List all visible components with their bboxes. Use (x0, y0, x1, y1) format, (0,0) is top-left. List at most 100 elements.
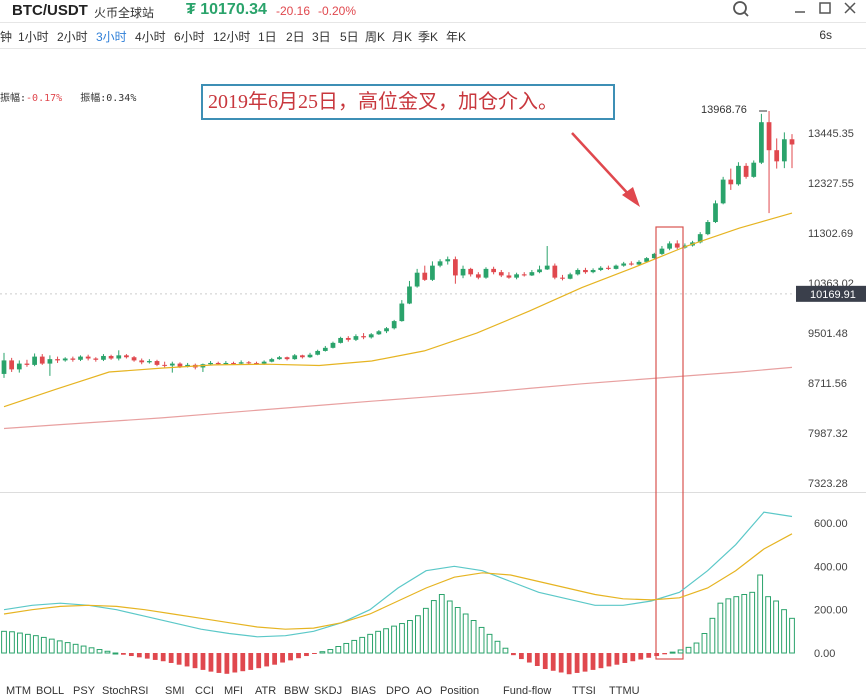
pair-title: BTC/USDT (12, 2, 88, 19)
candle-body-9 (70, 358, 76, 360)
indicator-tab-position[interactable]: Position (440, 685, 480, 697)
macd-bar-90 (717, 602, 724, 654)
highlight-box (655, 226, 684, 660)
candle-body-44 (338, 337, 343, 343)
macd-bar-91 (725, 598, 732, 654)
candle-body-72 (552, 265, 558, 278)
macd-bar-5 (40, 636, 47, 654)
period-tab-12[interactable]: 月K (392, 30, 413, 44)
indicator-tab-ao[interactable]: AO (416, 685, 432, 697)
candle-body-41 (315, 350, 321, 355)
period-tab-3[interactable]: 3小时 (96, 30, 127, 44)
close-icon[interactable] (840, 0, 860, 18)
change-label: 振幅: (0, 93, 27, 104)
period-tab-6[interactable]: 12小时 (213, 30, 251, 44)
indicator-tab-psy[interactable]: PSY (73, 685, 96, 697)
candle-body-67 (514, 274, 519, 278)
candle-body-92 (705, 222, 711, 235)
period-tab-14[interactable]: 年K (446, 30, 467, 44)
ma-long-line (3, 366, 793, 430)
period-tab-0[interactable]: 钟 (0, 30, 13, 44)
indicator-tab-boll[interactable]: BOLL (36, 685, 65, 697)
macd-bar-84 (669, 651, 676, 654)
macd-bar-49 (391, 625, 397, 654)
macd-bar-75 (598, 653, 604, 669)
macd-bar-78 (622, 653, 628, 663)
candle-body-103 (789, 139, 795, 145)
period-tab-4[interactable]: 4小时 (135, 30, 166, 44)
y-axis-tick-5: 8711.56 (808, 378, 847, 390)
macd-bar-98 (781, 609, 787, 654)
indicator-tab-skdj[interactable]: SKDJ (314, 685, 343, 697)
indicator-tab-bias[interactable]: BIAS (351, 685, 377, 697)
macd-bar-18 (144, 653, 150, 659)
candle-body-28 (215, 362, 221, 365)
period-tab-9[interactable]: 3日 (312, 30, 331, 44)
candle-body-102 (781, 139, 787, 162)
minimize-icon[interactable] (790, 0, 810, 18)
candle-body-10 (78, 356, 83, 360)
candle-body-18 (139, 360, 145, 363)
period-tab-1[interactable]: 1小时 (18, 30, 49, 44)
macd-bar-29 (232, 653, 238, 673)
indicator-tab-mtm[interactable]: MTM (6, 685, 32, 697)
macd-bar-38 (304, 653, 309, 657)
macd-bar-72 (574, 653, 580, 673)
macd-bar-9 (72, 643, 79, 654)
candle-body-58 (445, 259, 451, 262)
macd-bar-13 (104, 650, 111, 654)
refresh-interval[interactable]: 6s (819, 28, 832, 42)
indicator-tab-cci[interactable]: CCI (195, 685, 214, 697)
candle-body-65 (498, 272, 504, 276)
macd-bar-12 (96, 649, 103, 654)
candle-body-98 (751, 162, 757, 177)
candle-body-19 (146, 361, 152, 363)
candle-body-96 (736, 165, 741, 185)
candle-body-94 (720, 179, 726, 204)
candle-body-75 (575, 269, 581, 275)
indicator-tab-bbw[interactable]: BBW (284, 685, 310, 697)
indicator-tab-ttmu[interactable]: TTMU (609, 685, 640, 697)
period-tab-10[interactable]: 5日 (340, 30, 359, 44)
indicator-tab-stochrsi[interactable]: StochRSI (102, 685, 149, 697)
indicator-tab-smi[interactable]: SMI (165, 685, 185, 697)
candle-body-66 (506, 275, 512, 278)
macd-bar-83 (662, 653, 668, 655)
macd-bar-26 (208, 653, 214, 672)
maximize-icon[interactable] (815, 0, 835, 18)
period-tab-2[interactable]: 2小时 (57, 30, 88, 44)
candle-body-79 (606, 267, 611, 269)
candle-body-17 (131, 357, 137, 361)
period-tab-7[interactable]: 1日 (258, 30, 277, 44)
period-tab-11[interactable]: 周K (365, 30, 386, 44)
candle-body-43 (330, 342, 336, 348)
indicator-tab-dpo[interactable]: DPO (386, 685, 410, 697)
macd-axis-tick-2: 200.00 (814, 605, 848, 617)
period-tab-5[interactable]: 6小时 (174, 30, 205, 44)
macd-bar-33 (264, 653, 270, 667)
candle-body-5 (39, 356, 45, 364)
indicator-tab-mfi[interactable]: MFI (224, 685, 243, 697)
candle-body-48 (368, 334, 374, 338)
search-icon[interactable] (731, 0, 751, 18)
candle-body-30 (231, 362, 236, 364)
current-price-badge (796, 285, 866, 302)
indicator-tab-fund-flow[interactable]: Fund-flow (503, 685, 552, 697)
macd-bar-41 (327, 649, 334, 654)
candle-body-0 (1, 360, 7, 374)
candle-body-12 (93, 358, 99, 360)
candle-body-63 (483, 268, 489, 278)
indicator-tab-atr[interactable]: ATR (255, 685, 277, 697)
candle-body-8 (62, 358, 68, 361)
macd-bar-61 (486, 633, 493, 654)
amplitude-label: 振幅: (80, 93, 107, 104)
candle-body-42 (322, 347, 328, 351)
period-tab-8[interactable]: 2日 (286, 30, 305, 44)
period-tab-13[interactable]: 季K (418, 30, 439, 44)
macd-bar-1 (9, 631, 15, 654)
candle-body-86 (659, 248, 665, 254)
indicator-tab-ttsi[interactable]: TTSI (572, 685, 596, 697)
macd-bar-54 (430, 600, 437, 654)
candle-body-82 (628, 263, 634, 265)
